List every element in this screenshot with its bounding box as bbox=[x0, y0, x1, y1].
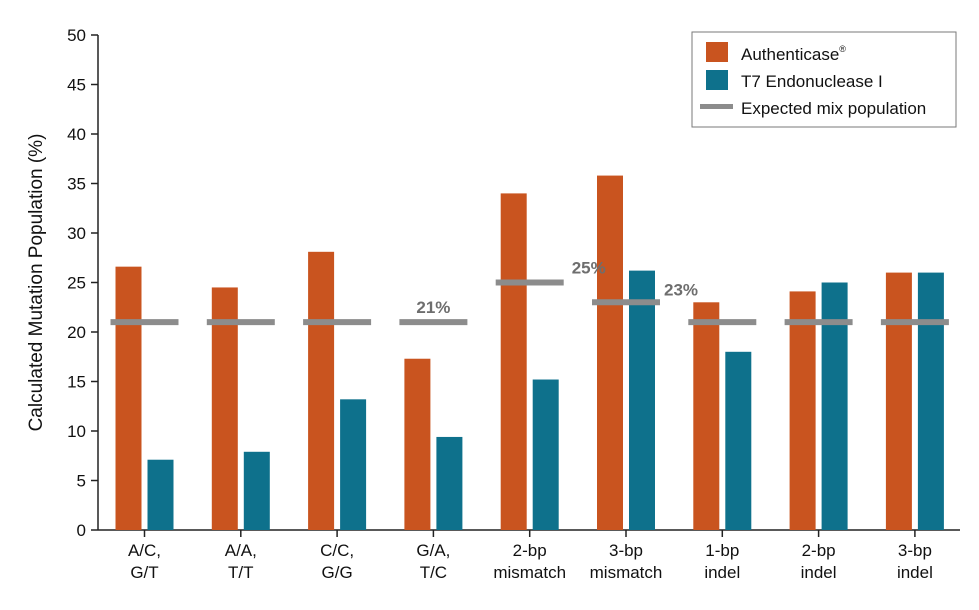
bars bbox=[115, 175, 944, 530]
bar-t7-endonuclease bbox=[917, 272, 944, 530]
y-tick-label: 20 bbox=[67, 323, 86, 342]
legend-label-authenticase-text: Authenticase bbox=[741, 45, 839, 64]
x-tick-label: A/C, G/T bbox=[128, 541, 161, 582]
x-tick-label: C/C, G/G bbox=[320, 541, 354, 582]
x-tick-label-line: mismatch bbox=[493, 563, 566, 582]
bar-authenticase bbox=[404, 358, 431, 530]
bar-t7-endonuclease bbox=[725, 351, 752, 530]
y-tick-label: 40 bbox=[67, 125, 86, 144]
bar-t7-endonuclease bbox=[436, 436, 463, 530]
x-tick-label-line: T/T bbox=[228, 563, 254, 582]
y-tick-label: 5 bbox=[77, 472, 86, 491]
bar-authenticase bbox=[308, 251, 335, 530]
x-tick-label-line: indel bbox=[801, 563, 837, 582]
x-tick-label-line: G/T bbox=[130, 563, 158, 582]
legend-label-authenticase: Authenticase® bbox=[741, 44, 846, 64]
x-tick-label: 3-bp indel bbox=[897, 541, 933, 582]
x-tick-label-line: T/C bbox=[420, 563, 447, 582]
bar-authenticase bbox=[115, 266, 142, 530]
bar-authenticase bbox=[597, 175, 623, 530]
bar-authenticase bbox=[211, 287, 238, 530]
x-tick-label-line: mismatch bbox=[590, 563, 663, 582]
y-axis-label: Calculated Mutation Population (%) bbox=[26, 134, 47, 432]
expected-value-label: 21% bbox=[416, 298, 450, 317]
x-tick-label: 1-bp indel bbox=[704, 541, 740, 582]
y-tick-label: 25 bbox=[67, 274, 86, 293]
y-tick-label: 10 bbox=[67, 422, 86, 441]
y-tick-label: 0 bbox=[77, 521, 86, 540]
legend-swatch-t7 bbox=[706, 70, 728, 90]
y-tick-label: 30 bbox=[67, 224, 86, 243]
x-tick-label-line: A/C, bbox=[128, 541, 161, 560]
x-tick-label-line: A/A, bbox=[225, 541, 257, 560]
legend-label-expected: Expected mix population bbox=[741, 99, 926, 118]
y-tick-label: 50 bbox=[67, 26, 86, 45]
x-tick-label: A/A, T/T bbox=[225, 541, 257, 582]
y-tick-label: 15 bbox=[67, 373, 86, 392]
x-tick-label-line: indel bbox=[704, 563, 740, 582]
legend-swatch-authenticase bbox=[706, 42, 728, 62]
axes: 0 5 10 15 20 25 30 35 40 45 50 Calculated Mutation … bbox=[26, 26, 960, 582]
legend-box bbox=[691, 31, 957, 128]
bar-authenticase bbox=[789, 291, 816, 530]
annotations: 21% 25% 23% bbox=[416, 259, 698, 318]
x-tick-label-line: G/G bbox=[322, 563, 353, 582]
legend-swatch-expected bbox=[700, 104, 733, 109]
x-tick-label-line: 2-bp bbox=[513, 541, 547, 560]
bar-t7-endonuclease bbox=[147, 459, 174, 530]
registered-mark: ® bbox=[839, 44, 846, 54]
bar-t7-endonuclease bbox=[243, 451, 270, 530]
x-tick-label-line: 1-bp bbox=[705, 541, 739, 560]
bar-authenticase bbox=[885, 272, 912, 530]
x-tick-label: G/A, T/C bbox=[416, 541, 450, 582]
x-tick-label-line: C/C, bbox=[320, 541, 354, 560]
x-tick-label-line: 2-bp bbox=[802, 541, 836, 560]
x-tick-label: 2-bp indel bbox=[801, 541, 837, 582]
x-tick-label-line: indel bbox=[897, 563, 933, 582]
bar-t7-endonuclease bbox=[629, 270, 655, 530]
expected-lines bbox=[110, 279, 949, 326]
expected-value-label: 25% bbox=[572, 259, 606, 278]
x-tick-label-line: 3-bp bbox=[609, 541, 643, 560]
legend-label-t7: T7 Endonuclease I bbox=[741, 72, 883, 91]
bar-authenticase bbox=[693, 302, 720, 530]
x-tick-label-line: 3-bp bbox=[898, 541, 932, 560]
legend: Authenticase® T7 Endonuclease I Expected… bbox=[691, 31, 957, 128]
y-tick-label: 45 bbox=[67, 76, 86, 95]
x-tick-label: 3-bp mismatch bbox=[590, 541, 663, 582]
bar-t7-endonuclease bbox=[532, 379, 559, 530]
bar-authenticase bbox=[500, 193, 527, 530]
bar-t7-endonuclease bbox=[340, 399, 367, 530]
y-tick-label: 35 bbox=[67, 175, 86, 194]
expected-value-label: 23% bbox=[664, 280, 698, 299]
x-tick-label-line: G/A, bbox=[416, 541, 450, 560]
x-tick-label: 2-bp mismatch bbox=[493, 541, 566, 582]
